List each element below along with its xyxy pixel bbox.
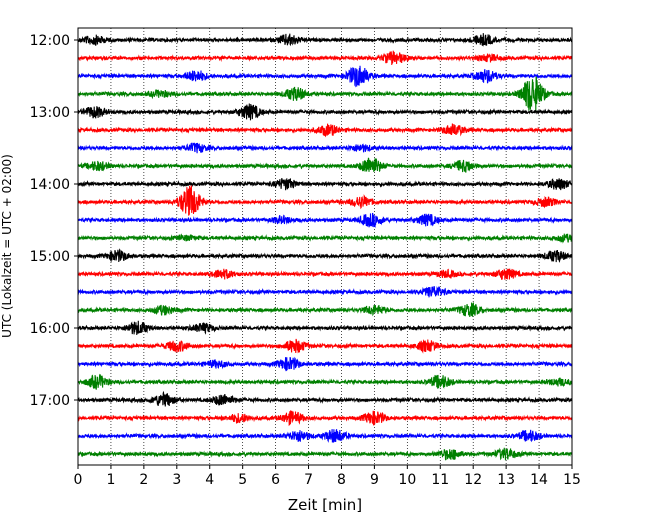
x-tick-label: 0 [74, 472, 83, 488]
trace-1215 [77, 50, 573, 66]
x-tick-label: 5 [238, 472, 247, 488]
trace-1530 [77, 286, 573, 298]
x-tick-label: 15 [563, 472, 581, 488]
y-tick-label: 17:00 [30, 393, 70, 409]
trace-1730 [77, 429, 573, 443]
trace-1230 [77, 65, 573, 88]
x-tick-label: 1 [106, 472, 115, 488]
x-tick-label: 9 [370, 472, 379, 488]
x-tick-label: 6 [271, 472, 280, 488]
trace-1415 [77, 185, 573, 216]
trace-1430 [77, 212, 573, 228]
trace-1400 [77, 178, 573, 191]
plot-frame [77, 27, 573, 466]
trace-1500 [77, 248, 573, 263]
x-tick-label: 8 [337, 472, 346, 488]
x-axis-label: Zeit [min] [288, 496, 362, 514]
trace-1615 [77, 338, 573, 354]
trace-1445 [77, 233, 573, 244]
x-tick-label: 3 [172, 472, 181, 488]
trace-1745 [77, 447, 573, 461]
x-axis-ticks: 0 1 2 3 4 5 6 7 8 9 10 11 12 13 14 15 [74, 465, 581, 488]
trace-1515 [77, 268, 573, 280]
trace-1245 [77, 76, 573, 112]
trace-1545 [77, 301, 573, 318]
y-tick-label: 13:00 [30, 105, 70, 121]
trace-1300 [77, 103, 573, 121]
y-axis-label: UTC (Lokalzeit = UTC + 02:00) [0, 154, 14, 338]
trace-1315 [77, 123, 573, 138]
trace-1645 [77, 373, 573, 390]
x-tick-label: 10 [398, 472, 416, 488]
trace-1200 [77, 33, 573, 47]
trace-1330 [77, 142, 573, 154]
x-tick-label: 13 [497, 472, 515, 488]
y-tick-label: 14:00 [30, 177, 70, 193]
trace-1715 [77, 410, 573, 427]
y-tick-label: 12:00 [30, 33, 70, 49]
x-tick-label: 14 [530, 472, 548, 488]
y-tick-label: 16:00 [30, 321, 70, 337]
trace-1700 [77, 390, 573, 407]
x-tick-label: 7 [304, 472, 313, 488]
trace-1630 [77, 356, 573, 372]
y-axis-ticks: 12:00 13:00 14:00 15:00 16:00 17:00 [30, 33, 78, 409]
seismogram-traces [77, 33, 573, 461]
x-tick-label: 11 [431, 472, 449, 488]
y-tick-label: 15:00 [30, 249, 70, 265]
x-tick-label: 4 [205, 472, 214, 488]
trace-1600 [77, 320, 573, 335]
x-tick-label: 12 [464, 472, 482, 488]
trace-1345 [77, 157, 573, 173]
x-tick-label: 2 [139, 472, 148, 488]
x-gridlines [110, 28, 540, 465]
